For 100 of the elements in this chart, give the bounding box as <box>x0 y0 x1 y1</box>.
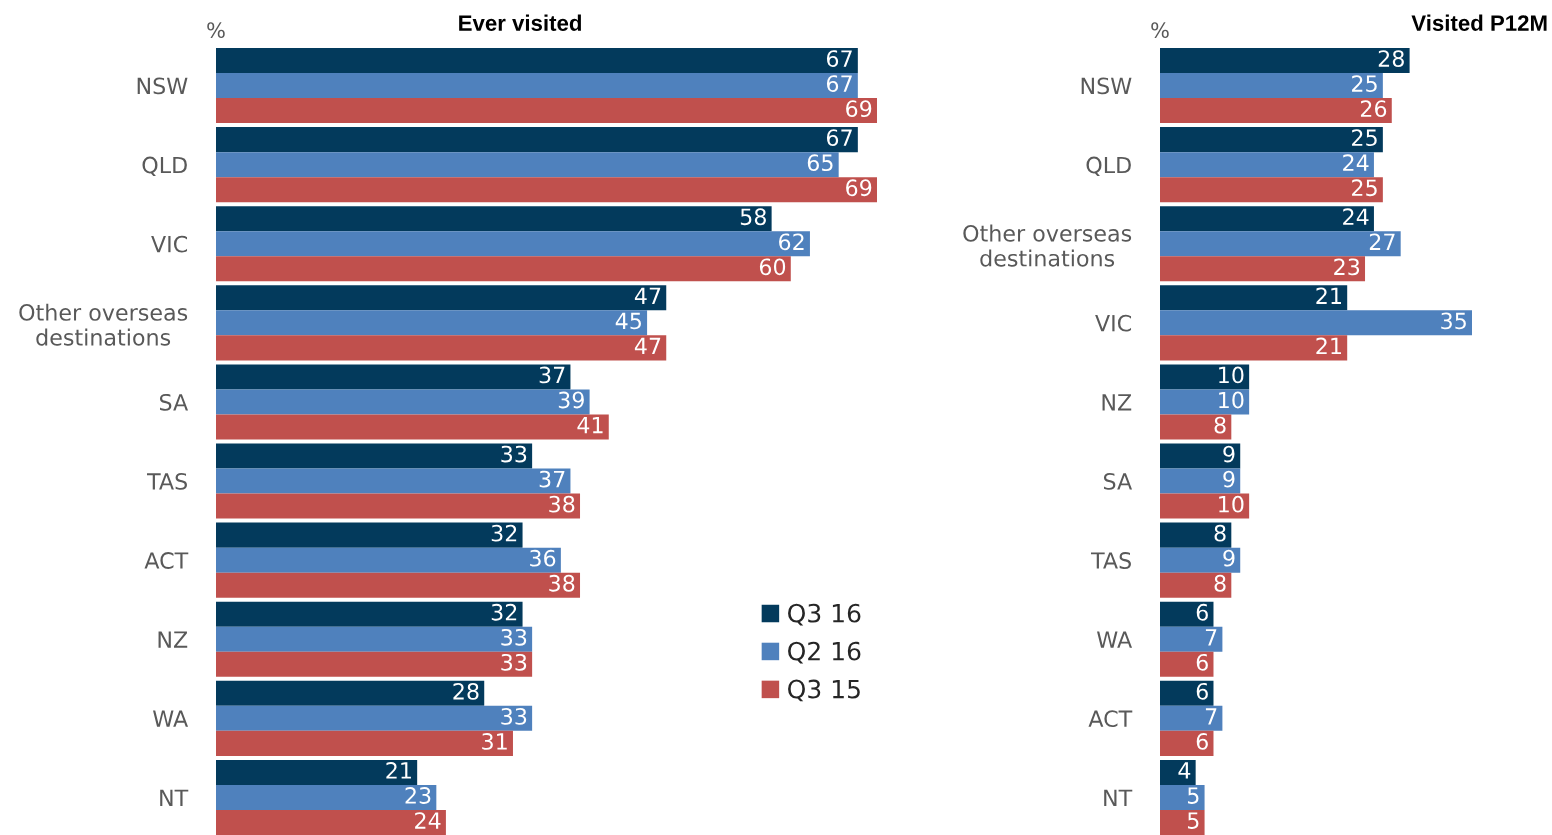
data-label: 8 <box>1214 524 1226 542</box>
data-label: 6 <box>1196 653 1208 671</box>
data-label: 69 <box>846 100 872 118</box>
y-tick-label: NZ <box>158 631 188 648</box>
bar <box>216 310 648 336</box>
data-label: 23 <box>405 787 431 804</box>
bar <box>1160 651 1214 677</box>
data-label: 5 <box>1187 787 1199 804</box>
bar <box>216 443 533 469</box>
data-label: 25 <box>1352 75 1377 92</box>
data-label: 39 <box>558 391 584 409</box>
bar <box>1160 127 1383 153</box>
data-label: 21 <box>386 762 411 779</box>
y-tick-label: WA <box>1097 631 1133 648</box>
bar <box>1160 626 1223 652</box>
data-label: 8 <box>1214 416 1226 434</box>
data-label: 6 <box>1196 733 1208 750</box>
y-tick-label: QLD <box>1086 156 1131 176</box>
data-label: 28 <box>1378 50 1404 67</box>
y-tick-label: Other overseas destinations <box>19 303 188 346</box>
bar <box>1160 468 1241 494</box>
data-label: 9 <box>1223 549 1235 567</box>
data-label: 26 <box>1360 100 1387 118</box>
chart-title: Ever visited <box>459 14 581 31</box>
data-label: 7 <box>1205 629 1217 646</box>
data-label: 5 <box>1187 812 1199 829</box>
bar <box>216 522 523 548</box>
bar <box>216 127 858 153</box>
bar <box>216 414 609 440</box>
bar <box>216 572 581 598</box>
data-label: 21 <box>1316 337 1341 355</box>
bar <box>1160 310 1472 336</box>
data-label: 23 <box>1334 258 1360 276</box>
data-label: 21 <box>1316 287 1341 304</box>
bar <box>1160 784 1205 810</box>
data-label: 58 <box>740 208 766 226</box>
bar <box>1160 809 1205 835</box>
bar <box>1160 98 1392 124</box>
data-label: 36 <box>530 549 556 567</box>
bar <box>216 680 485 706</box>
bar <box>216 98 877 124</box>
bar <box>216 389 590 415</box>
bar <box>1160 152 1374 178</box>
bar <box>216 626 533 652</box>
y-tick-label: SA <box>159 393 189 411</box>
data-label: 24 <box>1343 154 1369 171</box>
bar <box>216 231 810 257</box>
y-tick-label: VIC <box>1095 314 1132 332</box>
bar <box>1160 601 1214 627</box>
y-tick-label: NT <box>1104 789 1133 806</box>
bar <box>216 547 561 573</box>
y-tick-label: Other overseas destinations <box>963 224 1132 267</box>
data-label: 10 <box>1219 495 1244 513</box>
bar <box>216 335 667 361</box>
y-tick-label: TAS <box>147 473 187 490</box>
y-tick-label: TAS <box>1091 552 1131 569</box>
data-label: 4 <box>1178 762 1191 779</box>
bar <box>1160 256 1366 282</box>
text: % <box>207 22 225 39</box>
bar <box>1160 206 1374 232</box>
y-tick-label: NSW <box>1081 77 1132 95</box>
data-label: 9 <box>1223 445 1235 463</box>
data-label: 6 <box>1196 682 1208 700</box>
bar <box>1160 335 1348 361</box>
bar <box>216 493 581 519</box>
bar <box>216 177 877 203</box>
data-label: 33 <box>501 653 527 671</box>
y-tick-label: NZ <box>1102 394 1132 411</box>
data-label: 28 <box>453 682 479 700</box>
y-tick-label: NSW <box>137 77 188 95</box>
bar <box>216 468 571 494</box>
legend-label: Q2 16 <box>788 641 861 664</box>
data-label: 67 <box>826 50 852 67</box>
data-label: 33 <box>501 707 527 725</box>
y-tick-label: VIC <box>151 235 188 253</box>
data-label: 67 <box>826 129 852 147</box>
bar <box>1160 572 1232 598</box>
bar <box>1160 493 1250 519</box>
data-label: 27 <box>1369 233 1395 250</box>
bar <box>1160 522 1232 548</box>
data-label: 69 <box>846 179 872 197</box>
bar <box>216 809 446 835</box>
bar <box>1160 443 1241 469</box>
data-label: 38 <box>549 495 575 513</box>
bar <box>1160 285 1348 311</box>
bar <box>1160 364 1250 390</box>
data-label: 7 <box>1205 708 1217 725</box>
data-label: 9 <box>1223 470 1235 488</box>
data-label: 31 <box>482 733 507 750</box>
data-label: 24 <box>415 812 441 829</box>
bar <box>216 206 772 232</box>
data-label: 35 <box>1441 312 1466 330</box>
data-label: 37 <box>539 470 565 488</box>
bar <box>216 285 667 311</box>
data-label: 10 <box>1219 391 1244 409</box>
bar <box>1160 231 1401 257</box>
data-label: 25 <box>1352 179 1377 197</box>
bar <box>1160 730 1214 756</box>
bar <box>1160 47 1410 74</box>
data-label: 32 <box>491 524 517 542</box>
